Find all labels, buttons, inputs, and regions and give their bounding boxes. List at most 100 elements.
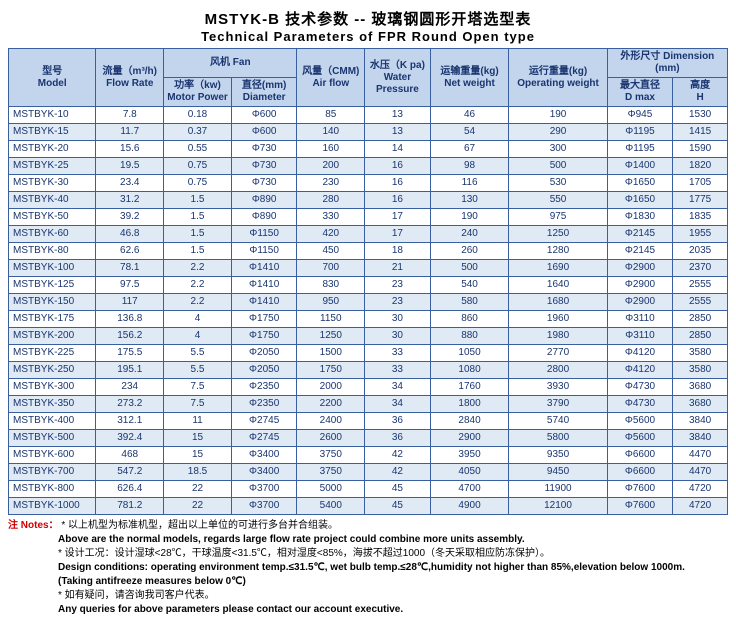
table-cell: 7.5 [164, 379, 232, 396]
table-cell: MSTBYK-400 [9, 413, 96, 430]
table-cell: 3950 [430, 447, 509, 464]
table-cell: 39.2 [96, 209, 164, 226]
table-cell: 1775 [673, 192, 728, 209]
table-cell: 5000 [297, 481, 365, 498]
table-cell: 1.5 [164, 226, 232, 243]
table-cell: 36 [365, 413, 431, 430]
table-cell: 3840 [673, 413, 728, 430]
table-cell: Φ6600 [607, 447, 673, 464]
table-cell: Φ2745 [231, 430, 297, 447]
table-cell: 500 [509, 158, 607, 175]
table-cell: 540 [430, 277, 509, 294]
note-1-en: Above are the normal models, regards lar… [58, 533, 728, 547]
table-cell: MSTBYK-10 [9, 107, 96, 124]
table-cell: Φ1150 [231, 243, 297, 260]
table-cell: 34 [365, 379, 431, 396]
table-cell: Φ3400 [231, 447, 297, 464]
table-cell: 2600 [297, 430, 365, 447]
table-cell: 0.18 [164, 107, 232, 124]
table-cell: Φ2900 [607, 294, 673, 311]
table-cell: 1500 [297, 345, 365, 362]
table-cell: 67 [430, 141, 509, 158]
table-cell: 1750 [297, 362, 365, 379]
table-row: MSTBYK-5039.21.5Φ89033017190975Φ18301835 [9, 209, 728, 226]
table-cell: MSTBYK-600 [9, 447, 96, 464]
table-cell: Φ7600 [607, 481, 673, 498]
table-cell: 30 [365, 311, 431, 328]
table-cell: 0.55 [164, 141, 232, 158]
table-cell: 0.37 [164, 124, 232, 141]
table-cell: 1955 [673, 226, 728, 243]
table-cell: Φ1410 [231, 277, 297, 294]
table-cell: 2370 [673, 260, 728, 277]
table-cell: 18.5 [164, 464, 232, 481]
table-cell: 1250 [509, 226, 607, 243]
table-cell: 3680 [673, 379, 728, 396]
table-cell: MSTBYK-50 [9, 209, 96, 226]
table-cell: 22 [164, 498, 232, 515]
table-row: MSTBYK-400312.111Φ274524003628405740Φ560… [9, 413, 728, 430]
table-cell: 7.5 [164, 396, 232, 413]
table-cell: 136.8 [96, 311, 164, 328]
table-cell: 42 [365, 447, 431, 464]
table-cell: 4470 [673, 447, 728, 464]
table-cell: 45 [365, 498, 431, 515]
table-cell: Φ3700 [231, 498, 297, 515]
table-cell: 830 [297, 277, 365, 294]
table-cell: MSTBYK-300 [9, 379, 96, 396]
col-fan: 风机 Fan [164, 49, 297, 78]
table-cell: Φ730 [231, 141, 297, 158]
table-cell: Φ2050 [231, 345, 297, 362]
table-cell: 1690 [509, 260, 607, 277]
table-cell: 1590 [673, 141, 728, 158]
table-cell: Φ4730 [607, 396, 673, 413]
table-cell: MSTBYK-25 [9, 158, 96, 175]
table-cell: Φ945 [607, 107, 673, 124]
table-cell: 15.6 [96, 141, 164, 158]
table-cell: 2000 [297, 379, 365, 396]
table-cell: 975 [509, 209, 607, 226]
table-cell: MSTBYK-200 [9, 328, 96, 345]
table-cell: 190 [430, 209, 509, 226]
table-cell: Φ1650 [607, 192, 673, 209]
table-cell: 2770 [509, 345, 607, 362]
table-cell: 781.2 [96, 498, 164, 515]
table-cell: 626.4 [96, 481, 164, 498]
table-cell: Φ600 [231, 124, 297, 141]
table-cell: 1530 [673, 107, 728, 124]
table-cell: 4470 [673, 464, 728, 481]
table-row: MSTBYK-1501172.2Φ1410950235801680Φ290025… [9, 294, 728, 311]
table-cell: 11 [164, 413, 232, 430]
table-cell: 2850 [673, 311, 728, 328]
table-cell: Φ1150 [231, 226, 297, 243]
table-cell: 1640 [509, 277, 607, 294]
table-cell: 3750 [297, 464, 365, 481]
table-cell: MSTBYK-40 [9, 192, 96, 209]
table-row: MSTBYK-60046815Φ340037504239509350Φ66004… [9, 447, 728, 464]
table-cell: 11900 [509, 481, 607, 498]
table-row: MSTBYK-2519.50.75Φ7302001698500Φ14001820 [9, 158, 728, 175]
table-cell: 7.8 [96, 107, 164, 124]
note-3-en: Any queries for above parameters please … [58, 603, 728, 617]
table-cell: 4 [164, 311, 232, 328]
table-cell: 0.75 [164, 158, 232, 175]
table-cell: 21 [365, 260, 431, 277]
table-cell: Φ600 [231, 107, 297, 124]
table-cell: 547.2 [96, 464, 164, 481]
table-cell: 140 [297, 124, 365, 141]
table-cell: 16 [365, 192, 431, 209]
table-cell: 3930 [509, 379, 607, 396]
table-cell: 392.4 [96, 430, 164, 447]
table-cell: Φ1410 [231, 294, 297, 311]
table-cell: 4720 [673, 481, 728, 498]
table-cell: 880 [430, 328, 509, 345]
table-cell: 450 [297, 243, 365, 260]
table-cell: MSTBYK-80 [9, 243, 96, 260]
table-cell: MSTBYK-1000 [9, 498, 96, 515]
table-cell: 46.8 [96, 226, 164, 243]
table-cell: 30 [365, 328, 431, 345]
table-cell: 2900 [430, 430, 509, 447]
table-cell: 2840 [430, 413, 509, 430]
table-cell: 1.5 [164, 192, 232, 209]
table-row: MSTBYK-1511.70.37Φ6001401354290Φ11951415 [9, 124, 728, 141]
